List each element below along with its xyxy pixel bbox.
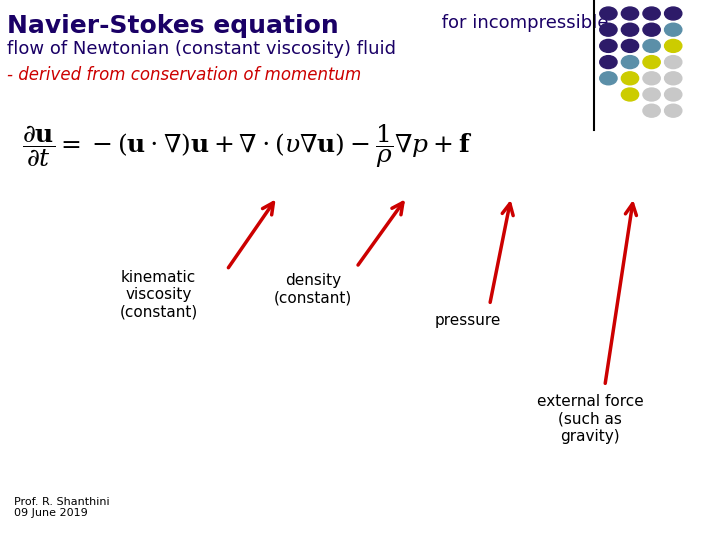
- Circle shape: [643, 88, 660, 101]
- Circle shape: [665, 7, 682, 20]
- Text: external force
(such as
gravity): external force (such as gravity): [537, 394, 644, 444]
- Circle shape: [600, 7, 617, 20]
- Circle shape: [643, 7, 660, 20]
- Text: Navier-Stokes equation: Navier-Stokes equation: [7, 14, 339, 37]
- Circle shape: [621, 39, 639, 52]
- Circle shape: [643, 39, 660, 52]
- Circle shape: [665, 104, 682, 117]
- Text: Prof. R. Shanthini
09 June 2019: Prof. R. Shanthini 09 June 2019: [14, 497, 110, 518]
- Text: - derived from conservation of momentum: - derived from conservation of momentum: [7, 66, 361, 84]
- Circle shape: [600, 23, 617, 36]
- Circle shape: [643, 104, 660, 117]
- Circle shape: [600, 56, 617, 69]
- Text: flow of Newtonian (constant viscosity) fluid: flow of Newtonian (constant viscosity) f…: [7, 40, 396, 58]
- Text: kinematic
viscosity
(constant): kinematic viscosity (constant): [120, 270, 197, 320]
- Circle shape: [621, 88, 639, 101]
- Circle shape: [600, 39, 617, 52]
- Circle shape: [665, 88, 682, 101]
- Circle shape: [643, 72, 660, 85]
- Circle shape: [665, 39, 682, 52]
- Text: for incompressible: for incompressible: [436, 14, 608, 31]
- Circle shape: [665, 56, 682, 69]
- Circle shape: [621, 56, 639, 69]
- Text: $\dfrac{\partial \mathbf{u}}{\partial t} = -\left(\mathbf{u} \cdot \nabla\right): $\dfrac{\partial \mathbf{u}}{\partial t}…: [22, 122, 472, 170]
- Circle shape: [621, 72, 639, 85]
- Circle shape: [621, 7, 639, 20]
- Text: pressure: pressure: [435, 313, 501, 328]
- Circle shape: [621, 23, 639, 36]
- Circle shape: [665, 72, 682, 85]
- Circle shape: [665, 23, 682, 36]
- Text: density
(constant): density (constant): [274, 273, 352, 305]
- Circle shape: [643, 23, 660, 36]
- Circle shape: [643, 56, 660, 69]
- Circle shape: [600, 72, 617, 85]
